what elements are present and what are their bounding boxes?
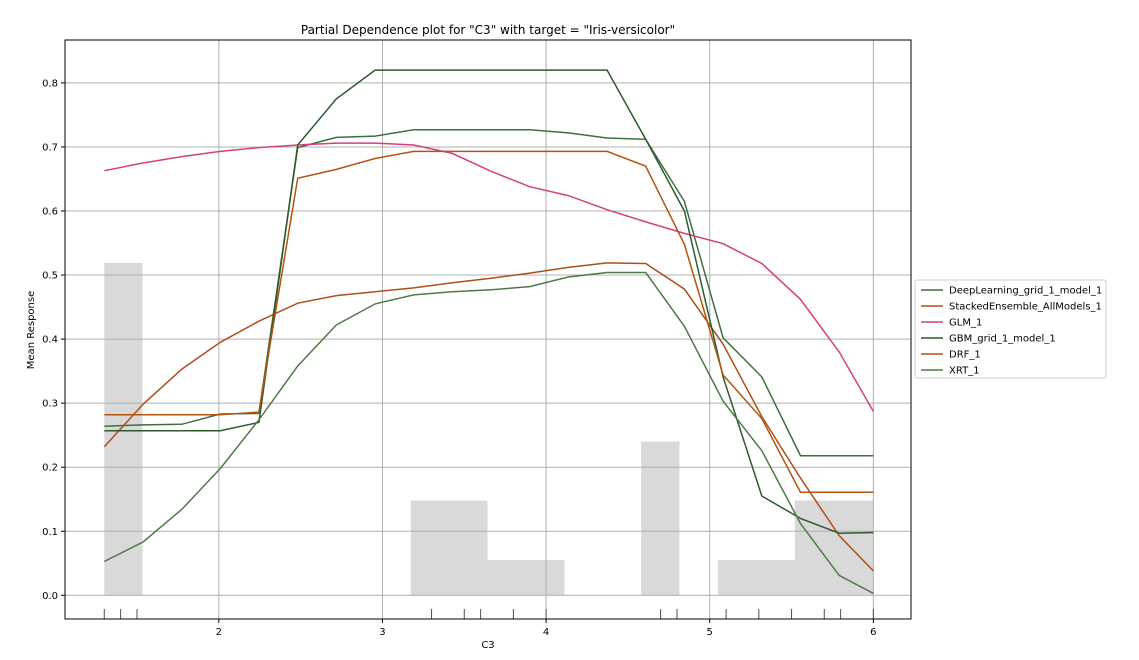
histogram-bar-0 [104,262,143,596]
y-axis-ticks: 0.0 0.1 0.2 0.3 0.4 0.5 0.6 0.7 0.8 [42,78,65,602]
series-line-GBM_grid_1_model_1 [104,69,874,534]
x-tick-label: 2 [216,627,222,638]
legend-label: GBM_grid_1_model_1 [949,334,1056,345]
histogram-bar-5 [794,500,874,596]
legend-label: DeepLearning_grid_1_model_1 [949,286,1102,297]
histogram-bar-2 [487,560,565,596]
legend-box [914,279,1107,379]
series-line-XRT_1 [103,271,874,595]
legend-label: GLM_1 [949,318,982,329]
x-tick-label: 5 [707,627,713,638]
x-tick-label: 6 [870,627,876,638]
chart-title: Partial Dependence plot for "C3" with ta… [301,23,675,37]
grid-lines [65,40,911,619]
histogram-bar-4 [717,560,795,596]
legend-label: XRT_1 [949,366,980,377]
legend: DeepLearning_grid_1_model_1 StackedEnsemb… [914,279,1107,379]
y-tick-label: 0.2 [42,463,58,474]
y-tick-label: 0.6 [42,207,58,218]
x-axis-label: C3 [481,640,494,651]
rug-ticks [103,609,874,619]
series-line-GLM_1 [104,142,875,412]
y-tick-label: 0.5 [42,271,58,282]
histogram-bar-1 [410,500,488,596]
x-tick-label: 4 [543,627,549,638]
series-line-DeepLearning_grid_1_model_1 [104,128,874,457]
legend-label: StackedEnsemble_AllModels_1 [949,302,1102,313]
y-tick-label: 0.8 [42,78,58,89]
y-tick-label: 0.4 [42,335,58,346]
y-tick-label: 0.1 [42,527,58,538]
histogram-bars [104,262,874,596]
series-lines [103,69,875,595]
y-tick-label: 0.0 [42,591,58,602]
legend-label: DRF_1 [949,350,981,361]
plot-frame [64,39,912,620]
series-line-DRF_1 [104,150,874,493]
x-axis-ticks: 2 3 4 5 6 [216,619,877,638]
histogram-bar-3 [641,441,680,596]
y-tick-label: 0.7 [42,142,58,153]
y-axis-label: Mean Response [26,291,37,369]
y-tick-label: 0.3 [42,399,58,410]
series-line-StackedEnsemble_AllModels_1 [103,262,874,572]
x-tick-label: 3 [379,627,385,638]
